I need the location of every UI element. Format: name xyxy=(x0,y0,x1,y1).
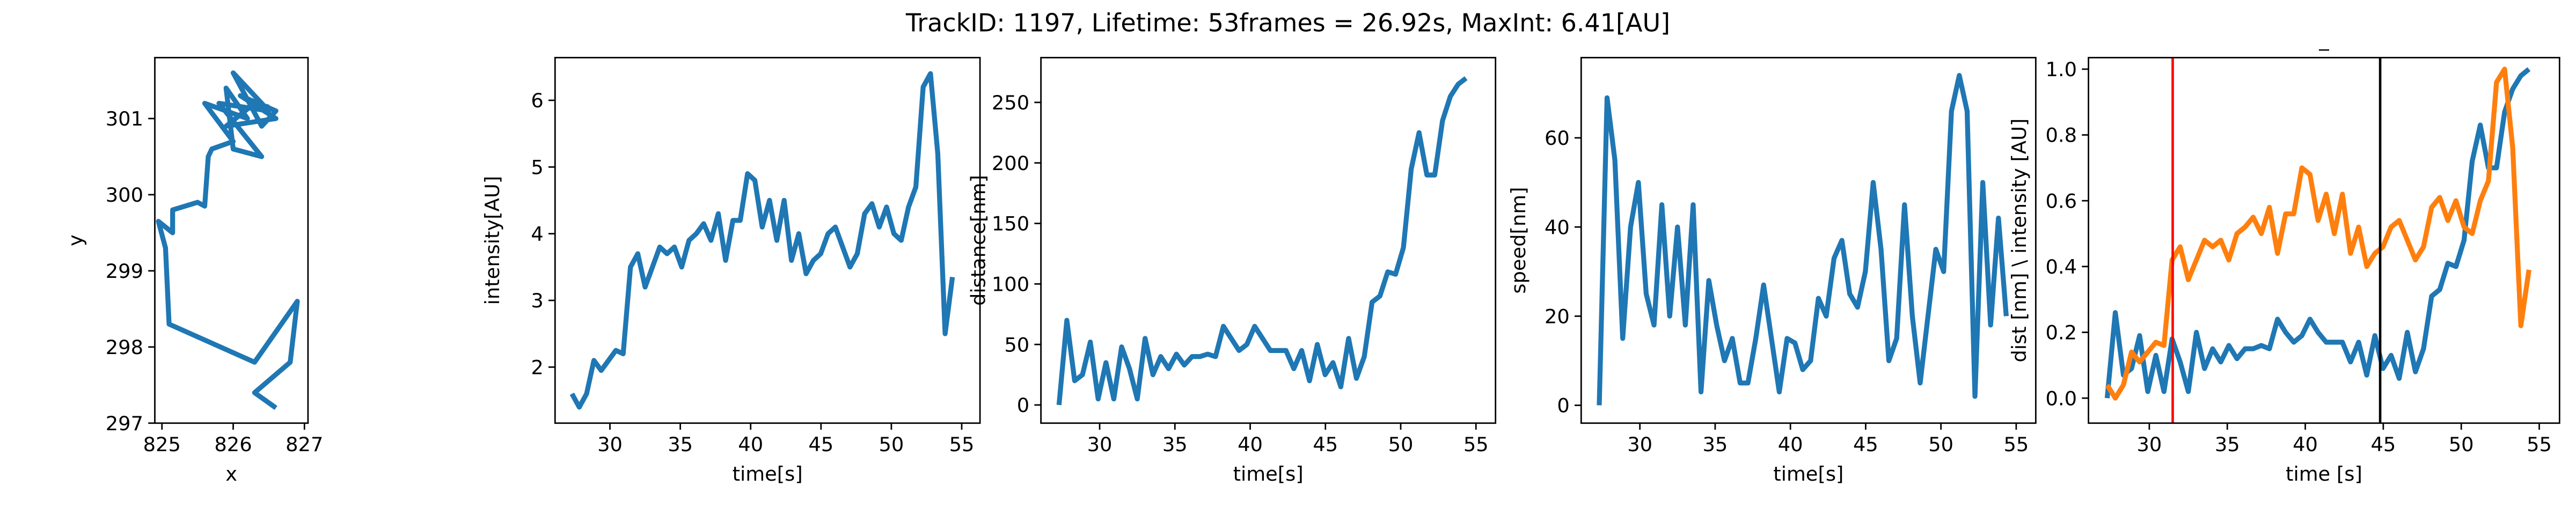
x-tick-label: 825 xyxy=(143,433,181,456)
x-tick-label: 55 xyxy=(2003,433,2029,456)
data-line xyxy=(1056,76,1468,406)
y-tick-label: 0 xyxy=(1557,394,1569,417)
x-tick-label: 50 xyxy=(1388,433,1414,456)
y-axis-label: intensity[AU] xyxy=(481,176,504,305)
x-tick-label: 30 xyxy=(1627,433,1652,456)
y-axis-label: y xyxy=(64,234,87,246)
data-line xyxy=(156,70,300,410)
x-tick-label: 55 xyxy=(2527,433,2552,456)
y-tick-label: 6 xyxy=(531,89,543,112)
axes-frame xyxy=(154,57,309,424)
data-line xyxy=(569,71,955,410)
x-axis-label: time [s] xyxy=(2286,462,2362,485)
y-tick-label: 3 xyxy=(531,289,543,312)
x-tick-label: 35 xyxy=(1162,433,1188,456)
y-tick-label: 2 xyxy=(531,356,543,379)
y-tick-label: 298 xyxy=(106,336,143,359)
x-tick-label: 40 xyxy=(1778,433,1803,456)
x-tick-label: 50 xyxy=(879,433,904,456)
y-tick-label: 150 xyxy=(992,212,1029,236)
x-tick-label: 30 xyxy=(1087,433,1113,456)
y-tick-label: 0.2 xyxy=(2046,321,2077,344)
y-tick-label: 100 xyxy=(992,273,1029,296)
data-line xyxy=(1597,73,2009,406)
plot-area xyxy=(156,70,300,410)
x-tick-label: 40 xyxy=(2293,433,2318,456)
x-axis-label: x xyxy=(225,462,237,485)
plot-area xyxy=(2104,57,2531,423)
y-tick-label: 20 xyxy=(1545,305,1570,328)
y-tick-label: 297 xyxy=(106,412,143,435)
y-tick-label: 0.6 xyxy=(2046,189,2077,212)
y-axis-label: dist [nm] \ intensity [AU] xyxy=(2008,119,2031,363)
y-tick-label: 40 xyxy=(1545,216,1570,239)
y-tick-label: 0 xyxy=(1017,394,1029,417)
x-axis-label: time[s] xyxy=(733,462,803,485)
data-line xyxy=(2104,67,2531,399)
y-tick-label: 50 xyxy=(1004,333,1029,356)
y-tick-label: 299 xyxy=(106,260,143,283)
plot-area xyxy=(1056,76,1468,406)
x-tick-label: 30 xyxy=(597,433,623,456)
y-tick-label: 4 xyxy=(531,223,543,246)
x-tick-label: 45 xyxy=(1853,433,1878,456)
y-tick-label: 0.0 xyxy=(2046,387,2077,410)
x-tick-label: 35 xyxy=(1702,433,1728,456)
x-tick-label: 35 xyxy=(2215,433,2240,456)
data-line xyxy=(2105,67,2531,401)
x-tick-label: 30 xyxy=(2136,433,2162,456)
x-tick-label: 827 xyxy=(286,433,323,456)
y-axis-label: distance[nm] xyxy=(967,175,990,306)
y-tick-label: 1.0 xyxy=(2046,58,2077,81)
axes-frame xyxy=(554,57,981,424)
axes-frame xyxy=(1040,57,1497,424)
axes-frame xyxy=(2088,57,2560,424)
y-tick-label: 0.4 xyxy=(2046,255,2077,278)
axes-title: _ xyxy=(2318,28,2329,51)
x-tick-label: 35 xyxy=(668,433,693,456)
axes-frame xyxy=(1580,57,2037,424)
x-tick-label: 45 xyxy=(2370,433,2396,456)
y-tick-label: 200 xyxy=(992,152,1029,175)
y-tick-label: 250 xyxy=(992,91,1029,114)
x-tick-label: 45 xyxy=(808,433,833,456)
x-tick-label: 40 xyxy=(738,433,763,456)
y-axis-label: speed[nm] xyxy=(1507,187,1530,294)
figure-title: TrackID: 1197, Lifetime: 53frames = 26.9… xyxy=(905,8,1670,37)
x-axis-label: time[s] xyxy=(1773,462,1843,485)
x-tick-label: 50 xyxy=(2449,433,2474,456)
x-tick-label: 40 xyxy=(1238,433,1263,456)
y-tick-label: 60 xyxy=(1545,127,1570,150)
x-tick-label: 45 xyxy=(1313,433,1338,456)
plot-area xyxy=(1597,73,2009,406)
plot-area xyxy=(569,71,955,410)
y-tick-label: 300 xyxy=(106,183,143,207)
x-axis-label: time[s] xyxy=(1233,462,1304,485)
y-tick-label: 0.8 xyxy=(2046,124,2077,147)
x-tick-label: 55 xyxy=(1463,433,1489,456)
x-tick-label: 826 xyxy=(214,433,252,456)
y-tick-label: 301 xyxy=(106,107,143,130)
x-tick-label: 50 xyxy=(1928,433,1953,456)
y-tick-label: 5 xyxy=(531,156,543,179)
x-tick-label: 55 xyxy=(949,433,975,456)
